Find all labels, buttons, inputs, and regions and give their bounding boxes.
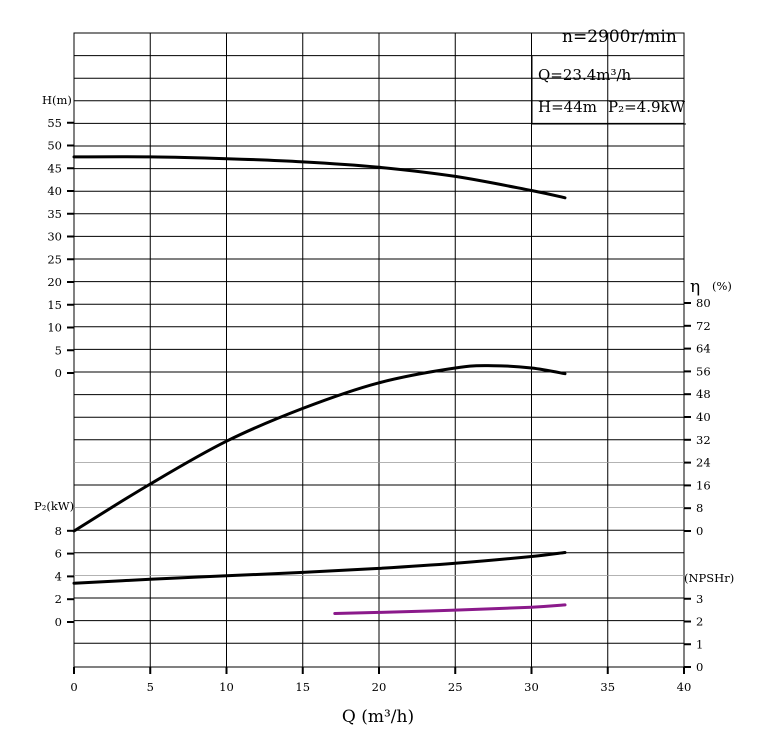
speed-label: n=2900r/min — [562, 27, 677, 47]
efficiency-axis-tick-label: 8 — [696, 501, 703, 515]
x-axis-tick-label: 10 — [219, 680, 234, 694]
efficiency-axis-label: η — [690, 277, 700, 297]
efficiency-axis-tick-label: 0 — [696, 524, 703, 538]
efficiency-axis-tick-label: 80 — [696, 296, 711, 310]
head-axis-tick-label: 55 — [47, 116, 62, 130]
efficiency-axis-tick-label: 64 — [696, 342, 711, 356]
x-axis-tick-label: 20 — [372, 680, 387, 694]
head-axis-tick-label: 50 — [47, 139, 62, 153]
efficiency-curve — [72, 364, 567, 533]
efficiency-axis-tick-label: 40 — [696, 410, 711, 424]
head-axis-tick-label: 20 — [47, 275, 62, 289]
power-axis-tick-label: 8 — [55, 524, 62, 538]
x-axis-tick-label: 30 — [524, 680, 539, 694]
npsh-axis-label: (NPSHr) — [684, 571, 734, 585]
efficiency-axis-tick-label: 72 — [696, 319, 711, 333]
head-axis-tick-label: 5 — [55, 343, 62, 357]
x-axis-tick-label: 15 — [295, 680, 310, 694]
x-axis-tick-label: 25 — [448, 680, 463, 694]
efficiency-axis-tick-label: 48 — [696, 387, 711, 401]
power-axis-tick-label: 4 — [55, 569, 62, 583]
head-axis-tick-label: 45 — [47, 161, 62, 175]
head-axis-tick-label: 35 — [47, 207, 62, 221]
npsh-axis-tick-label: 0 — [696, 660, 703, 674]
x-axis-tick-label: 40 — [677, 680, 692, 694]
head-axis-tick-label: 25 — [47, 252, 62, 266]
head-curve — [72, 155, 567, 200]
power-curve — [72, 551, 567, 585]
grid — [73, 32, 685, 668]
head-axis-tick-label: 40 — [47, 184, 62, 198]
npsh-axis-tick-label: 2 — [696, 615, 703, 629]
efficiency-axis-unit: (%) — [712, 279, 732, 293]
efficiency-axis-tick-label: 16 — [696, 478, 711, 492]
efficiency-axis-tick-label: 32 — [696, 433, 711, 447]
power-axis-label: P₂(kW) — [34, 499, 74, 513]
duty-point-box: Q=23.4m³/h H=44m P₂=4.9kW — [531, 56, 686, 125]
power-axis-tick-label: 2 — [55, 592, 62, 606]
x-axis-tick-label: 35 — [600, 680, 615, 694]
head-axis-tick-label: 10 — [47, 321, 62, 335]
axis-ticks: 5550454035302520151050864208072645648403… — [47, 116, 710, 694]
duty-head-label: H=44m — [538, 98, 597, 116]
x-axis-label: Q (m³/h) — [342, 707, 414, 727]
npsh-curve — [333, 603, 567, 615]
power-axis-tick-label: 0 — [55, 615, 62, 629]
efficiency-axis-tick-label: 56 — [696, 364, 711, 378]
curves — [72, 155, 567, 615]
head-axis-label: H(m) — [42, 93, 72, 107]
npsh-axis-tick-label: 3 — [696, 592, 703, 606]
x-axis-tick-label: 0 — [70, 680, 77, 694]
head-axis-tick-label: 0 — [55, 366, 62, 380]
head-axis-tick-label: 15 — [47, 298, 62, 312]
efficiency-axis-tick-label: 24 — [696, 456, 711, 470]
head-axis-tick-label: 30 — [47, 230, 62, 244]
npsh-axis-tick-label: 1 — [696, 637, 703, 651]
x-axis-tick-label: 5 — [147, 680, 154, 694]
duty-power-label: P₂=4.9kW — [608, 98, 686, 116]
power-axis-tick-label: 6 — [55, 547, 62, 561]
duty-flow-label: Q=23.4m³/h — [538, 66, 632, 84]
